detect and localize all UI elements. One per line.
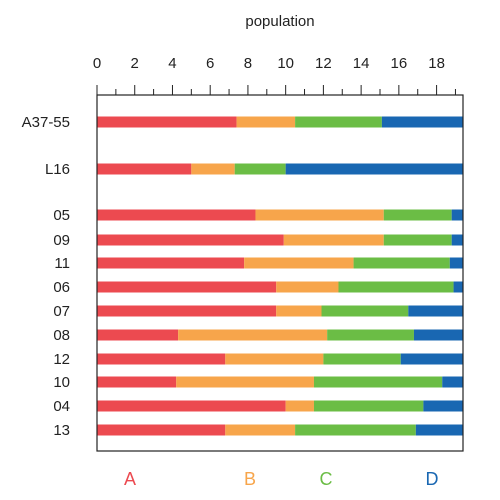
bar-segment-a bbox=[97, 116, 237, 128]
bar-segment-d bbox=[449, 257, 463, 269]
bar-segment-a bbox=[97, 257, 245, 269]
row-label: 11 bbox=[54, 255, 70, 272]
row-label: 04 bbox=[53, 398, 70, 415]
x-axis-ticks: 0 2 4 6 8 10 12 14 16 18 bbox=[93, 55, 456, 95]
bars bbox=[97, 116, 463, 436]
bar-segment-a bbox=[97, 209, 256, 221]
bar-segment-c bbox=[383, 234, 452, 246]
row-label: 10 bbox=[53, 374, 70, 391]
bar-segment-b bbox=[225, 353, 324, 365]
bar-segment-d bbox=[442, 376, 463, 388]
row-label: 08 bbox=[53, 327, 70, 344]
bar-segment-b bbox=[276, 281, 339, 293]
row-label: 06 bbox=[53, 279, 70, 296]
bar-segment-d bbox=[451, 234, 463, 246]
bar-segment-a bbox=[97, 424, 226, 436]
bar-segment-b bbox=[244, 257, 354, 269]
x-axis-title: population bbox=[245, 13, 314, 30]
bar-segment-a bbox=[97, 353, 226, 365]
bar-segment-a bbox=[97, 163, 192, 175]
x-tick-label: 14 bbox=[353, 55, 370, 72]
bar-segment-d bbox=[415, 424, 463, 436]
plot-frame bbox=[96, 94, 464, 452]
x-tick-label: 8 bbox=[244, 55, 252, 72]
bar-segment-d bbox=[451, 209, 463, 221]
legend-label-d: D bbox=[426, 469, 439, 489]
x-tick-label: 10 bbox=[277, 55, 294, 72]
bar-segment-b bbox=[283, 234, 384, 246]
bar-segment-b bbox=[276, 305, 322, 317]
bar-segment-c bbox=[327, 329, 414, 341]
row-labels: A37-55 L16 05 09 11 06 07 08 12 10 04 13 bbox=[22, 114, 70, 439]
x-tick-label: 16 bbox=[391, 55, 408, 72]
bar-segment-b bbox=[176, 376, 314, 388]
bar-segment-b bbox=[225, 424, 296, 436]
bar-segment-b bbox=[191, 163, 235, 175]
bar-segment-d bbox=[453, 281, 463, 293]
x-tick-label: 2 bbox=[131, 55, 139, 72]
legend-label-b: B bbox=[244, 469, 256, 489]
bar-segment-a bbox=[97, 329, 179, 341]
bar-segment-b bbox=[178, 329, 328, 341]
bar-segment-d bbox=[381, 116, 463, 128]
x-tick-label: 12 bbox=[315, 55, 332, 72]
bar-segment-a bbox=[97, 400, 286, 412]
bar-segment-a bbox=[97, 281, 277, 293]
bar-segment-d bbox=[423, 400, 463, 412]
bar-segment-d bbox=[400, 353, 463, 365]
bar-segment-c bbox=[295, 116, 382, 128]
bar-segment-a bbox=[97, 305, 277, 317]
x-tick-label: 6 bbox=[206, 55, 214, 72]
bar-segment-c bbox=[295, 424, 416, 436]
legend-label-c: C bbox=[320, 469, 333, 489]
legend: A B C D bbox=[124, 469, 439, 489]
row-label: 09 bbox=[53, 232, 70, 249]
bar-segment-c bbox=[383, 209, 452, 221]
bar-segment-c bbox=[313, 376, 443, 388]
row-label: L16 bbox=[45, 161, 70, 178]
row-label: 05 bbox=[53, 207, 70, 224]
bar-segment-a bbox=[97, 376, 177, 388]
legend-label-a: A bbox=[124, 469, 136, 489]
bar-segment-c bbox=[323, 353, 401, 365]
x-tick-label: 18 bbox=[428, 55, 445, 72]
bar-segment-b bbox=[285, 400, 314, 412]
bar-segment-b bbox=[236, 116, 296, 128]
row-label: A37-55 bbox=[22, 114, 70, 131]
x-tick-label: 0 bbox=[93, 55, 101, 72]
bar-segment-d bbox=[408, 305, 463, 317]
bar-segment-c bbox=[234, 163, 286, 175]
bar-segment-d bbox=[413, 329, 463, 341]
bar-segment-a bbox=[97, 234, 284, 246]
bar-segment-b bbox=[255, 209, 384, 221]
bar-segment-c bbox=[338, 281, 454, 293]
bar-segment-d bbox=[285, 163, 463, 175]
bar-segment-c bbox=[321, 305, 409, 317]
row-label: 07 bbox=[53, 303, 70, 320]
row-label: 12 bbox=[53, 351, 70, 368]
bar-segment-c bbox=[313, 400, 424, 412]
x-tick-label: 4 bbox=[168, 55, 176, 72]
row-label: 13 bbox=[53, 422, 70, 439]
bar-segment-c bbox=[353, 257, 450, 269]
